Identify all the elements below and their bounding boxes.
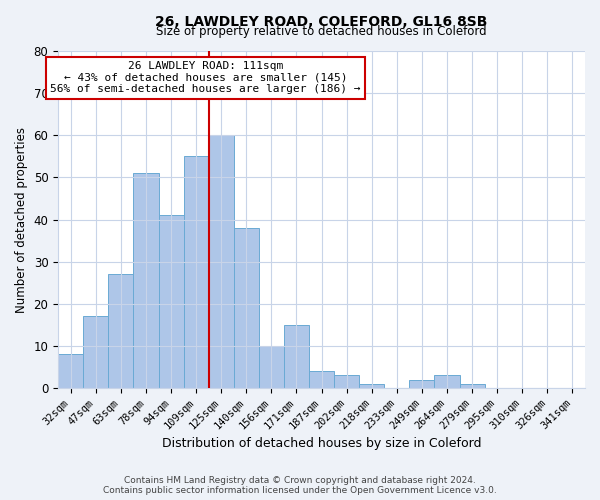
Text: Contains HM Land Registry data © Crown copyright and database right 2024.
Contai: Contains HM Land Registry data © Crown c… bbox=[103, 476, 497, 495]
Bar bbox=[184, 156, 209, 388]
Bar bbox=[109, 274, 133, 388]
Bar bbox=[359, 384, 384, 388]
Bar bbox=[58, 354, 83, 388]
Bar bbox=[158, 216, 184, 388]
Bar bbox=[460, 384, 485, 388]
Bar bbox=[334, 376, 359, 388]
Bar bbox=[209, 136, 234, 388]
Bar bbox=[83, 316, 109, 388]
Bar bbox=[434, 376, 460, 388]
Text: 26 LAWDLEY ROAD: 111sqm
← 43% of detached houses are smaller (145)
56% of semi-d: 26 LAWDLEY ROAD: 111sqm ← 43% of detache… bbox=[50, 61, 361, 94]
Bar bbox=[133, 173, 158, 388]
Title: 26, LAWDLEY ROAD, COLEFORD, GL16 8SB: 26, LAWDLEY ROAD, COLEFORD, GL16 8SB bbox=[155, 15, 488, 29]
Bar bbox=[234, 228, 259, 388]
Bar bbox=[259, 346, 284, 388]
X-axis label: Distribution of detached houses by size in Coleford: Distribution of detached houses by size … bbox=[162, 437, 481, 450]
Y-axis label: Number of detached properties: Number of detached properties bbox=[15, 126, 28, 312]
Text: Size of property relative to detached houses in Coleford: Size of property relative to detached ho… bbox=[156, 24, 487, 38]
Bar bbox=[309, 372, 334, 388]
Bar bbox=[409, 380, 434, 388]
Bar bbox=[284, 325, 309, 388]
